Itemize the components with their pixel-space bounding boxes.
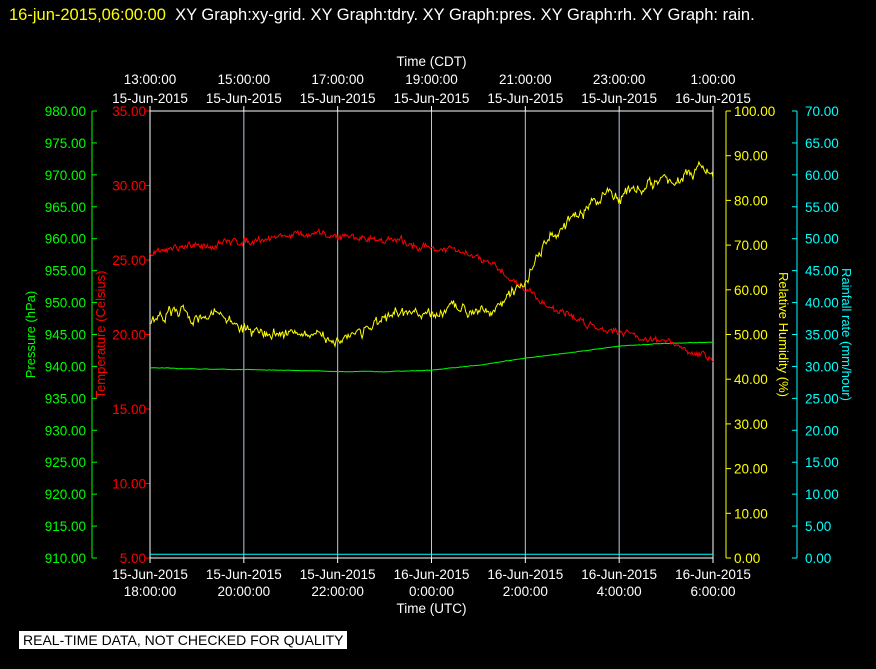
plot-frame <box>149 110 714 559</box>
pressure-tick-label: 925.00 <box>45 455 86 470</box>
rainfall-tick-label: 55.00 <box>805 200 839 215</box>
temperature-tick-label: 35.00 <box>112 104 146 119</box>
top-tick-label-date: 15-Jun-2015 <box>487 91 563 106</box>
pressure-tick-label: 955.00 <box>45 264 86 279</box>
rainfall-tick-label: 70.00 <box>805 104 839 119</box>
rainfall-tick-label: 0.00 <box>805 551 831 566</box>
top-tick-label-time: 19:00:00 <box>405 72 458 87</box>
pressure-tick-label: 915.00 <box>45 519 86 534</box>
humidity-tick-label: 10.00 <box>734 506 768 521</box>
top-tick-label-date: 15-Jun-2015 <box>206 91 282 106</box>
bottom-tick-label-time: 20:00:00 <box>218 584 271 599</box>
rh-series-line <box>149 160 714 348</box>
pressure-tick-label: 950.00 <box>45 296 86 311</box>
bottom-tick-label-date: 16-Jun-2015 <box>394 567 470 582</box>
bottom-tick-label-date: 16-Jun-2015 <box>581 567 657 582</box>
pressure-tick-label: 965.00 <box>45 200 86 215</box>
humidity-tick-label: 60.00 <box>734 283 768 298</box>
pressure-tick-label: 935.00 <box>45 391 86 406</box>
rainfall-tick-label: 60.00 <box>805 168 839 183</box>
humidity-tick-label: 90.00 <box>734 149 768 164</box>
temperature-tick-label: 25.00 <box>112 253 146 268</box>
humidity-tick-label: 100.00 <box>734 104 775 119</box>
temperature-tick-label: 30.00 <box>112 179 146 194</box>
rainfall-axis-title: Rainfall rate (mm/hour) <box>839 268 854 401</box>
bottom-tick-label-time: 22:00:00 <box>311 584 364 599</box>
pressure-tick-label: 910.00 <box>45 551 86 566</box>
temperature-axis-title: Temperature (Celsius) <box>93 271 108 399</box>
rainfall-tick-label: 45.00 <box>805 264 839 279</box>
bottom-tick-label-time: 2:00:00 <box>503 584 548 599</box>
pressure-tick-label: 920.00 <box>45 487 86 502</box>
humidity-tick-label: 70.00 <box>734 238 768 253</box>
top-tick-label-time: 21:00:00 <box>499 72 552 87</box>
pressure-tick-label: 970.00 <box>45 168 86 183</box>
humidity-tick-label: 30.00 <box>734 417 768 432</box>
pressure-tick-label: 960.00 <box>45 232 86 247</box>
top-tick-label-date: 16-Jun-2015 <box>675 91 751 106</box>
rainfall-tick-label: 30.00 <box>805 359 839 374</box>
bottom-tick-label-date: 16-Jun-2015 <box>487 567 563 582</box>
rainfall-tick-label: 20.00 <box>805 423 839 438</box>
top-tick-label-date: 15-Jun-2015 <box>112 91 188 106</box>
bottom-tick-label-time: 18:00:00 <box>124 584 177 599</box>
bottom-tick-label-date: 15-Jun-2015 <box>112 567 188 582</box>
bottom-tick-label-date: 15-Jun-2015 <box>206 567 282 582</box>
rainfall-tick-label: 25.00 <box>805 391 839 406</box>
bottom-tick-label-date: 16-Jun-2015 <box>675 567 751 582</box>
temperature-tick-label: 5.00 <box>120 551 146 566</box>
pressure-tick-label: 930.00 <box>45 423 86 438</box>
humidity-tick-label: 0.00 <box>734 551 760 566</box>
rainfall-tick-label: 5.00 <box>805 519 831 534</box>
top-tick-label-date: 15-Jun-2015 <box>300 91 376 106</box>
timestamp: 16-jun-2015,06:00:00 <box>9 6 166 24</box>
temperature-tick-label: 15.00 <box>112 402 146 417</box>
humidity-tick-label: 20.00 <box>734 462 768 477</box>
temperature-tick-label: 10.00 <box>112 477 146 492</box>
humidity-axis-title: Relative Humidity (%) <box>776 272 791 397</box>
rainfall-tick-label: 65.00 <box>805 136 839 151</box>
rainfall-tick-label: 10.00 <box>805 487 839 502</box>
top-tick-label-time: 23:00:00 <box>593 72 646 87</box>
rainfall-tick-label: 50.00 <box>805 232 839 247</box>
graph-header: 16-jun-2015,06:00:00 XY Graph:xy-grid. X… <box>9 2 869 29</box>
quality-notice: REAL-TIME DATA, NOT CHECKED FOR QUALITY <box>19 631 348 649</box>
top-tick-label-time: 1:00:00 <box>690 72 735 87</box>
graph-layers-text: XY Graph:xy-grid. XY Graph:tdry. XY Grap… <box>175 6 755 24</box>
rainfall-tick-label: 35.00 <box>805 328 839 343</box>
bottom-tick-label-time: 0:00:00 <box>409 584 454 599</box>
pres-series-line <box>150 341 714 373</box>
rainfall-tick-label: 40.00 <box>805 296 839 311</box>
tdry-series-line <box>149 227 714 363</box>
top-tick-label-date: 15-Jun-2015 <box>394 91 470 106</box>
top-tick-label-date: 15-Jun-2015 <box>581 91 657 106</box>
temperature-tick-label: 20.00 <box>112 328 146 343</box>
bottom-tick-label-date: 15-Jun-2015 <box>300 567 376 582</box>
bottom-axis-title: Time (UTC) <box>397 601 467 616</box>
humidity-tick-label: 80.00 <box>734 193 768 208</box>
top-tick-label-time: 15:00:00 <box>218 72 271 87</box>
rainfall-tick-label: 15.00 <box>805 455 839 470</box>
pressure-tick-label: 940.00 <box>45 359 86 374</box>
pressure-axis-title: Pressure (hPa) <box>23 291 38 378</box>
bottom-tick-label-time: 6:00:00 <box>690 584 735 599</box>
humidity-tick-label: 40.00 <box>734 372 768 387</box>
pressure-tick-label: 980.00 <box>45 104 86 119</box>
top-tick-label-time: 17:00:00 <box>311 72 364 87</box>
bottom-tick-label-time: 4:00:00 <box>597 584 642 599</box>
pressure-tick-label: 945.00 <box>45 328 86 343</box>
top-tick-label-time: 13:00:00 <box>124 72 177 87</box>
pressure-tick-label: 975.00 <box>45 136 86 151</box>
humidity-tick-label: 50.00 <box>734 328 768 343</box>
top-axis-title: Time (CDT) <box>397 54 467 69</box>
